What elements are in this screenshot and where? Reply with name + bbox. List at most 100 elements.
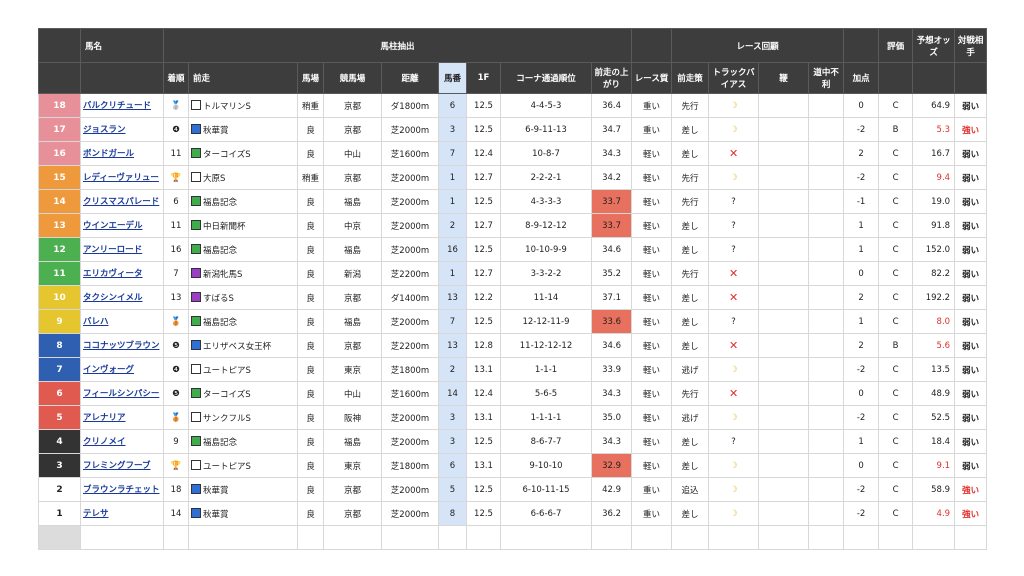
going: 良: [297, 501, 324, 526]
frame-number: 7: [38, 357, 81, 382]
odds: 4.9: [912, 501, 956, 526]
going: 良: [297, 357, 324, 382]
prev-race: ユートピアS: [188, 357, 298, 382]
prev-race: 福島記念: [188, 237, 298, 262]
course: 福島: [323, 429, 382, 454]
empty-cell: [758, 237, 810, 262]
points: 0: [843, 381, 880, 406]
horse-name[interactable]: インヴォーグ: [80, 357, 164, 382]
horse-name[interactable]: フィールシンパシー: [80, 381, 164, 406]
f1: 12.5: [466, 429, 501, 454]
finish: 🥈: [163, 93, 189, 118]
prev-race: ターコイズS: [188, 141, 298, 166]
bias: ?: [708, 237, 760, 262]
horse-name[interactable]: ジョスラン: [80, 117, 164, 142]
header-cell: [38, 28, 81, 63]
going: 良: [297, 453, 324, 478]
horse-name[interactable]: レディーヴァリュー: [80, 165, 164, 190]
empty-cell: [758, 429, 810, 454]
frame-number: 1: [38, 501, 81, 526]
f1: 12.5: [466, 117, 501, 142]
rival: 強い: [954, 477, 988, 502]
race-class-icon: [191, 219, 201, 230]
rival: 弱い: [954, 261, 988, 286]
empty-cell: [878, 525, 914, 550]
distance: 芝2200m: [381, 333, 439, 358]
header-cell: 馬番: [438, 62, 467, 94]
bias: ✕: [708, 261, 760, 286]
rival: 弱い: [954, 309, 988, 334]
gate: 3: [438, 405, 467, 430]
empty-cell: [808, 261, 845, 286]
finish: 18: [163, 477, 189, 502]
going: 良: [297, 429, 324, 454]
odds: 18.4: [912, 429, 956, 454]
horse-name[interactable]: バルクリチュード: [80, 93, 164, 118]
horse-name[interactable]: テレサ: [80, 501, 164, 526]
header-cell: 競馬場: [323, 62, 382, 94]
frame-number: 5: [38, 405, 81, 430]
horse-name[interactable]: アンリーロード: [80, 237, 164, 262]
horse-name[interactable]: クリノメイ: [80, 429, 164, 454]
race-class-icon: [191, 147, 201, 158]
tactic: 逃げ: [671, 357, 710, 382]
horse-name[interactable]: タクシンイメル: [80, 285, 164, 310]
empty-cell: [38, 525, 81, 550]
horse-name[interactable]: フレミングフーブ: [80, 453, 164, 478]
tactic: 先行: [671, 165, 710, 190]
course: 中山: [323, 381, 382, 406]
course: 東京: [323, 357, 382, 382]
distance: 芝2000m: [381, 429, 439, 454]
empty-cell: [758, 189, 810, 214]
frame-number: 8: [38, 333, 81, 358]
horse-name[interactable]: バレハ: [80, 309, 164, 334]
gate: 13: [438, 285, 467, 310]
rival: 弱い: [954, 381, 988, 406]
going: 良: [297, 117, 324, 142]
bias: ☽: [708, 501, 760, 526]
gate: 16: [438, 237, 467, 262]
points: 0: [843, 453, 880, 478]
course: 京都: [323, 165, 382, 190]
horse-row: 18 バルクリチュード 🥈 トルマリンS 稍重 京都 ダ1800m 6 12.5 4-4-5-3 3…: [38, 93, 988, 118]
empty-cell: [163, 525, 189, 550]
horse-row: 8 ココナッツブラウン ❺ エリザベス女王杯 良京都 芝2200m 13 12.8 11-12-…: [38, 333, 988, 358]
prev-race-name: 秋華賞: [203, 509, 229, 520]
corners: 8-9-12-12: [500, 213, 592, 238]
distance: 芝2000m: [381, 213, 439, 238]
distance: ダ1800m: [381, 93, 439, 118]
course: 京都: [323, 93, 382, 118]
horse-name[interactable]: ココナッツブラウン: [80, 333, 164, 358]
tactic: 先行: [671, 93, 710, 118]
prev-race-name: 福島記念: [203, 197, 238, 208]
last3f: 33.6: [590, 309, 633, 334]
corners: 6-10-11-15: [500, 477, 592, 502]
prev-race: すばるS: [188, 285, 298, 310]
horse-name[interactable]: ウインエーデル: [80, 213, 164, 238]
tactic: 先行: [671, 189, 710, 214]
corners: 3-3-2-2: [500, 261, 592, 286]
horse-row: 7 インヴォーグ ❹ ユートピアS 良東京 芝1800m 2 13.1 1-1-1 33.9 軽い逃…: [38, 357, 988, 382]
bias: ?: [708, 189, 760, 214]
horse-name[interactable]: アレナリア: [80, 405, 164, 430]
f1: 12.2: [466, 285, 501, 310]
horse-name[interactable]: エリカヴィータ: [80, 261, 164, 286]
frame-number: 14: [38, 189, 81, 214]
horse-name[interactable]: クリスマスパレード: [80, 189, 164, 214]
last3f: 37.1: [590, 285, 633, 310]
f1: 12.5: [466, 237, 501, 262]
bias: ✕: [708, 141, 760, 166]
course: 福島: [323, 309, 382, 334]
pace: 軽い: [631, 237, 673, 262]
rival: 弱い: [954, 357, 988, 382]
course: 京都: [323, 333, 382, 358]
empty-cell: [808, 117, 845, 142]
frame-number: 13: [38, 213, 81, 238]
horse-name[interactable]: ブラウンラチェット: [80, 477, 164, 502]
gate: 1: [438, 189, 467, 214]
odds: 48.9: [912, 381, 956, 406]
grade: C: [878, 453, 914, 478]
last3f: 34.6: [590, 237, 633, 262]
prev-race: 福島記念: [188, 429, 298, 454]
horse-name[interactable]: ボンドガール: [80, 141, 164, 166]
